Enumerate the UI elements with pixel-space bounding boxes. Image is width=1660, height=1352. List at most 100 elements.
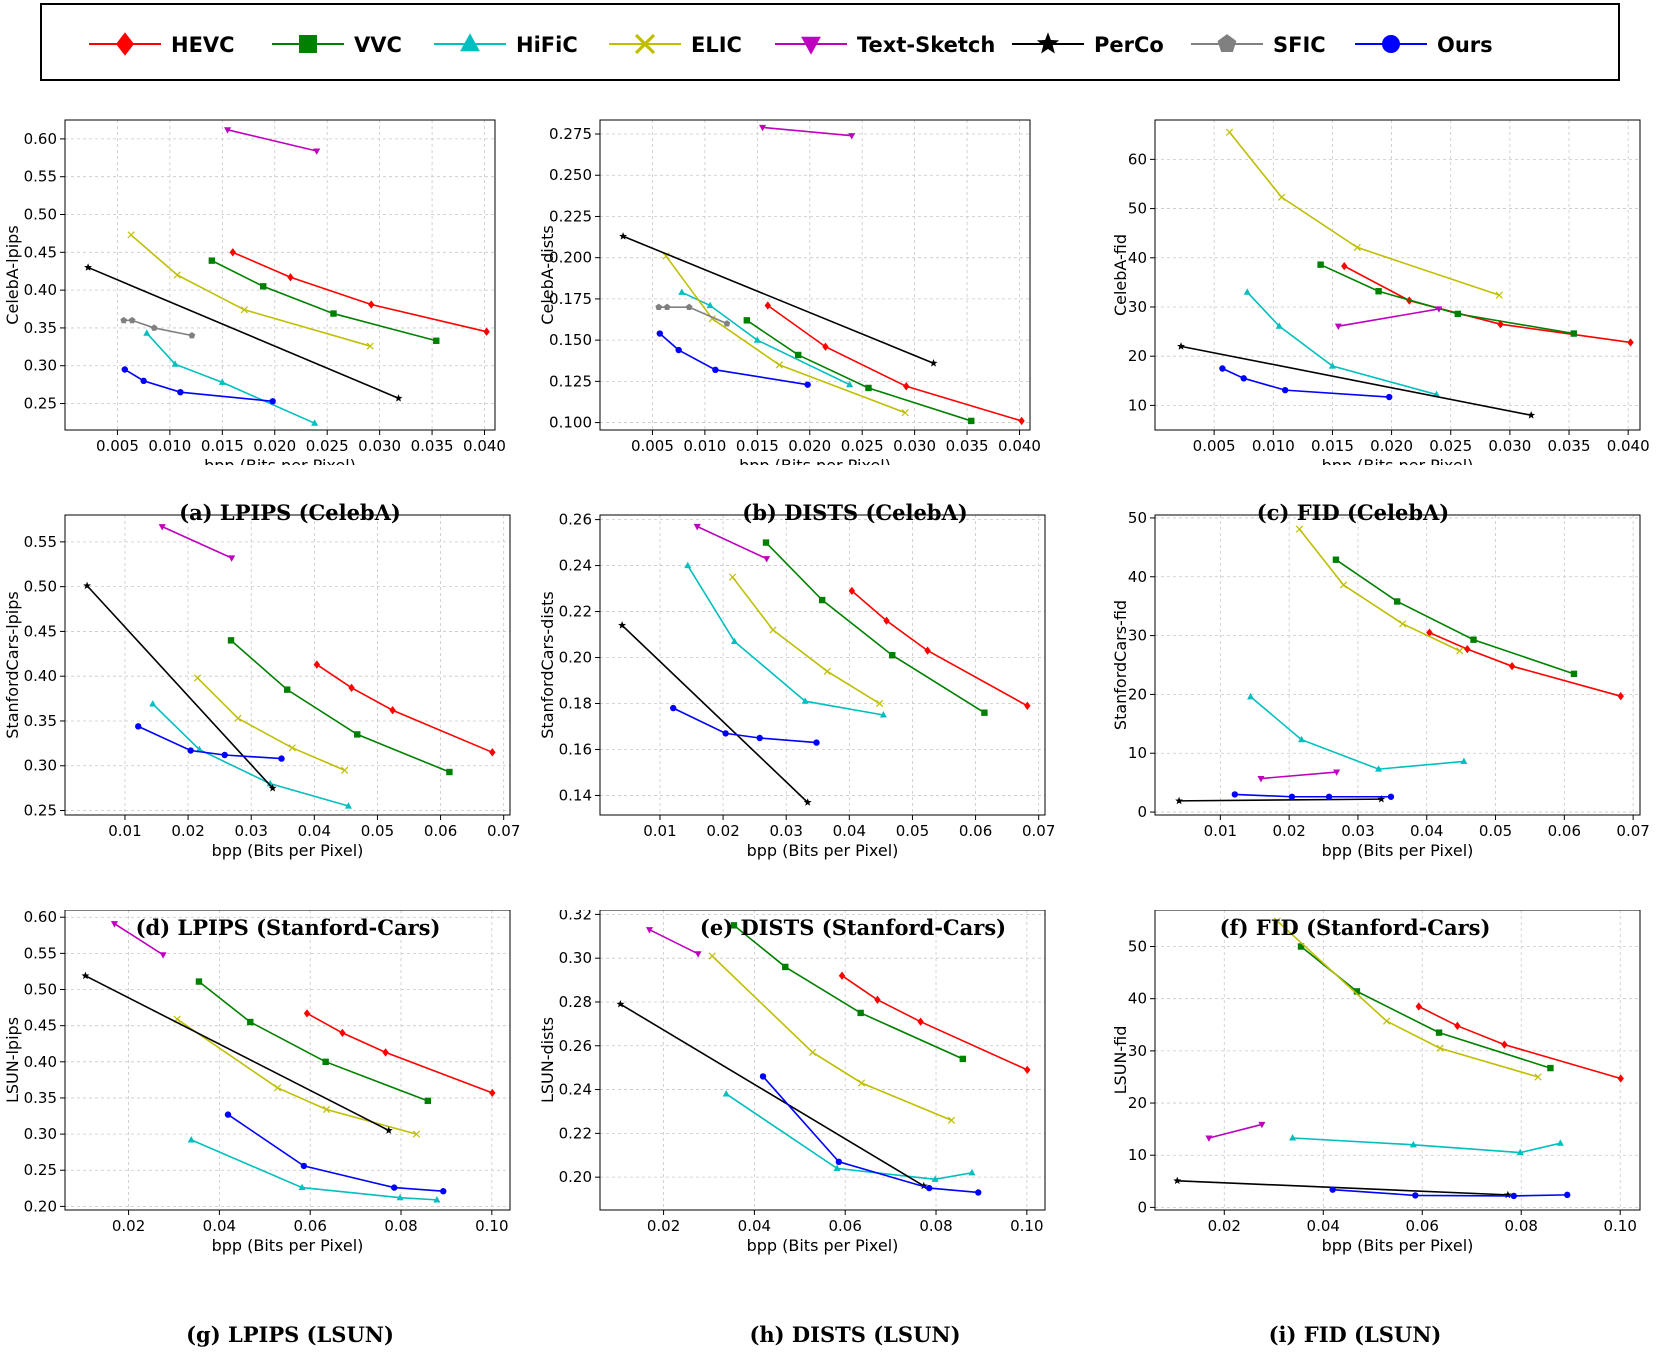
y-tick-label: 60 xyxy=(1128,150,1147,168)
legend-item-perco: PerCo xyxy=(1012,32,1164,57)
data-point xyxy=(901,409,909,417)
data-point xyxy=(1219,365,1226,372)
x-tick-label: 0.01 xyxy=(1204,822,1237,840)
y-tick-label: 0.45 xyxy=(24,1017,57,1035)
y-tick-label: 0.225 xyxy=(549,207,592,225)
series-line xyxy=(1332,1188,1568,1197)
y-tick-label: 30 xyxy=(1128,298,1147,316)
y-tick-label: 10 xyxy=(1128,744,1147,762)
data-point xyxy=(208,257,216,264)
data-point xyxy=(1436,1044,1444,1052)
plot-frame xyxy=(1154,909,1641,1211)
series-elic xyxy=(173,1015,421,1138)
y-axis-label: StanfordCars-fid xyxy=(1111,600,1130,730)
series-line xyxy=(696,525,767,560)
data-point xyxy=(645,927,654,934)
data-point xyxy=(874,995,881,1004)
series-line xyxy=(851,590,1028,707)
data-point xyxy=(440,1188,447,1195)
series-line xyxy=(725,1093,973,1181)
x-tick-label: 0.05 xyxy=(896,822,929,840)
data-point xyxy=(1277,193,1286,201)
data-point xyxy=(1454,310,1462,318)
caption-g: (g) LPIPS (LSUN) xyxy=(186,1322,394,1347)
data-point xyxy=(1412,1192,1419,1199)
x-tick-label: 0.06 xyxy=(829,1217,862,1235)
legend-marker xyxy=(1036,32,1060,54)
data-point xyxy=(224,1111,232,1118)
series-sfic xyxy=(655,303,731,327)
y-tick-label: 30 xyxy=(1128,627,1147,645)
series-line xyxy=(731,576,881,705)
series-perco xyxy=(619,232,938,367)
x-tick-label: 0.025 xyxy=(306,437,349,455)
data-point xyxy=(1470,636,1477,643)
chart-fid-stanford-cars: 0.01 0.02 0.03 0.04 0.05 0.06 0.07 0 10 20 30 40 50 b… xyxy=(1111,509,1650,860)
series-line xyxy=(762,1075,979,1194)
series-perco xyxy=(84,263,403,402)
data-point xyxy=(685,303,693,310)
data-point xyxy=(322,1058,329,1066)
series-text-sketch xyxy=(158,524,236,562)
y-tick-label: 30 xyxy=(1128,1042,1147,1060)
y-tick-label: 0.32 xyxy=(559,910,592,923)
series-sfic xyxy=(120,316,196,339)
series-line xyxy=(711,955,952,1121)
series-ours xyxy=(670,704,820,746)
series-hific xyxy=(1289,1134,1564,1156)
y-tick-label: 0.40 xyxy=(24,281,57,299)
series-elic xyxy=(728,573,884,708)
data-point xyxy=(655,303,663,310)
y-tick-label: 0 xyxy=(1137,1198,1147,1216)
data-point xyxy=(313,660,321,669)
series-elic xyxy=(1225,128,1503,299)
series-line xyxy=(146,332,315,424)
legend-item-vvc: VVC xyxy=(272,33,402,57)
y-tick-label: 40 xyxy=(1128,568,1147,586)
data-point xyxy=(728,573,737,581)
x-tick-label: 0.010 xyxy=(1252,437,1295,455)
data-point xyxy=(1281,386,1289,394)
series-line xyxy=(746,319,972,422)
x-axis-label: bpp (Bits per Pixel) xyxy=(747,841,899,860)
data-point xyxy=(1332,556,1340,563)
caption-b: (b) DISTS (CelebA) xyxy=(742,500,968,525)
series-line xyxy=(649,928,699,955)
y-tick-label: 0.18 xyxy=(559,695,592,713)
x-tick-label: 0.020 xyxy=(788,437,831,455)
data-point xyxy=(173,271,181,279)
series-hific xyxy=(149,700,352,809)
data-point xyxy=(723,320,731,327)
data-point xyxy=(670,704,677,712)
series-line xyxy=(1343,265,1631,344)
series-line xyxy=(1276,920,1539,1078)
series-ours xyxy=(1231,791,1395,800)
series-line xyxy=(1179,798,1382,802)
series-hific xyxy=(678,288,854,388)
y-tick-label: 0.25 xyxy=(24,395,57,413)
data-point xyxy=(1273,917,1281,925)
y-tick-label: 50 xyxy=(1128,938,1147,956)
data-point xyxy=(1275,322,1283,329)
y-axis-label: StanfordCars-lpips xyxy=(3,591,22,738)
data-point xyxy=(384,1126,393,1134)
data-point xyxy=(313,148,321,155)
x-tick-label: 0.01 xyxy=(108,822,141,840)
series-line xyxy=(316,663,493,754)
data-point xyxy=(1257,775,1265,783)
legend-marker xyxy=(1217,34,1237,53)
data-point xyxy=(278,755,285,762)
x-tick-label: 0.030 xyxy=(358,437,401,455)
series-text-sketch xyxy=(1334,306,1443,331)
x-axis-label: bpp (Bits per Pixel) xyxy=(739,456,891,465)
data-point xyxy=(1386,393,1393,401)
series-line xyxy=(1222,367,1390,398)
x-axis-label: bpp (Bits per Pixel) xyxy=(204,456,356,465)
data-point xyxy=(1173,1176,1182,1185)
data-point xyxy=(1556,1139,1564,1146)
plot-frame xyxy=(64,119,496,431)
data-point xyxy=(769,626,777,634)
y-tick-label: 0.26 xyxy=(559,1037,592,1055)
data-point xyxy=(273,1084,282,1092)
legend-item-text-sketch: Text-Sketch xyxy=(775,33,995,57)
